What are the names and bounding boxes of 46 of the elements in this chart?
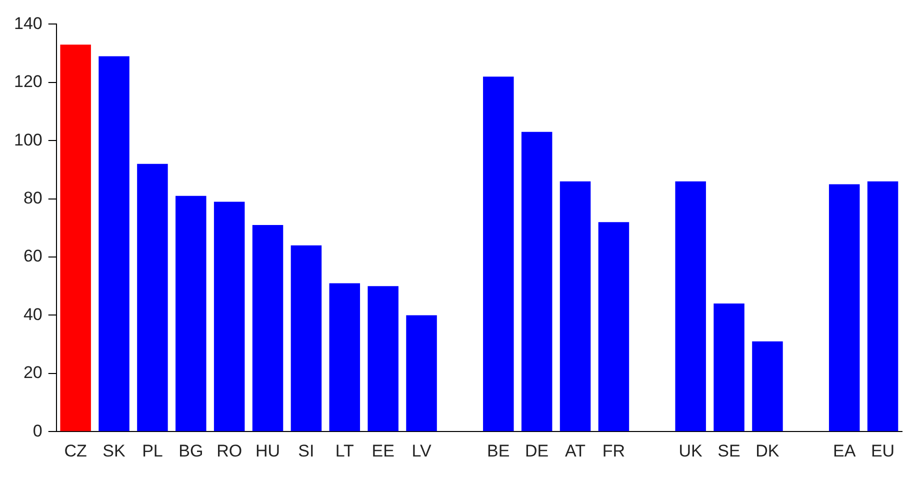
x-tick-label: EU [870,441,895,460]
bar [176,196,206,432]
x-tick-label: DK [756,441,780,460]
bar [252,224,284,432]
y-tick-label: 80 [23,188,42,208]
bar [867,181,898,432]
x-tick-label: PL [142,441,163,460]
bar [406,315,437,432]
x-tick-label: LT [335,441,354,460]
bar [137,164,168,432]
bar [521,132,552,432]
x-tick-label: UK [678,441,704,460]
x-tick-label: EA [833,441,856,460]
bar [483,76,514,432]
y-tick-label: 100 [14,130,42,150]
x-tick-label: CZ [64,441,87,460]
x-tick-label: RO [216,441,242,460]
bar [290,245,322,432]
bar [675,181,706,432]
x-tick-label: LV [412,441,432,460]
bar [560,181,591,432]
y-tick-label: 120 [14,72,42,92]
bar [752,341,783,432]
x-tick-label: SK [102,441,126,460]
bar [598,222,630,432]
bar [98,56,130,432]
x-tick-label: SE [718,441,740,460]
x-tick-label: DE [525,441,549,460]
bar [214,202,245,432]
x-tick-label: SI [298,441,314,460]
x-tick-label: BE [487,441,510,460]
bar [368,286,398,432]
bar [60,44,91,432]
x-tick-label: EE [372,441,394,460]
y-tick-label: 0 [32,421,42,440]
bar [828,184,860,432]
bar [714,304,744,432]
x-tick-label: FR [602,441,626,460]
y-tick-label: 140 [14,14,42,33]
y-tick-label: 20 [23,363,42,382]
bar [329,283,360,432]
y-tick-label: 60 [23,246,42,266]
x-tick-label: BG [178,441,204,460]
y-tick-label: 40 [23,304,42,324]
x-tick-label: AT [565,441,586,460]
x-tick-label: HU [255,441,280,460]
